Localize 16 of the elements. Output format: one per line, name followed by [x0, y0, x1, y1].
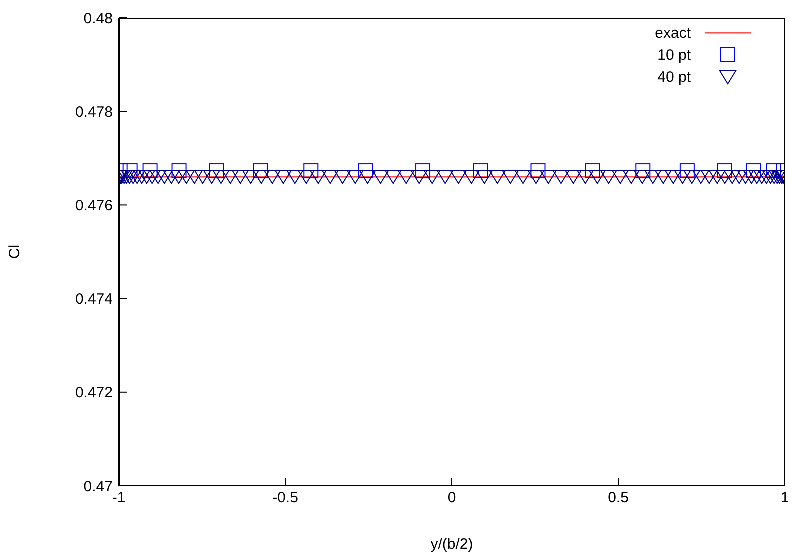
- y-axis-title: Cl: [6, 244, 24, 260]
- y-tick-label: 0.472: [75, 384, 113, 402]
- legend-label: exact: [655, 24, 691, 42]
- x-tick-label: 0.5: [608, 490, 629, 507]
- x-tick-label: 1: [780, 490, 790, 507]
- x-tick-label: -0.5: [272, 490, 298, 507]
- y-tick-label: 0.476: [75, 198, 113, 215]
- y-tick-label: 0.478: [75, 104, 113, 121]
- y-tick-label: 0.47: [84, 478, 113, 496]
- y-tick-label: 0.474: [75, 291, 113, 308]
- y-tick-label: 0.48: [84, 10, 113, 28]
- x-tick-label: -1: [112, 490, 126, 507]
- x-axis-title: y/(b/2): [430, 536, 474, 553]
- legend-label: 40 pt: [658, 68, 691, 86]
- x-tick-label: 0: [448, 490, 456, 507]
- legend-label: 10 pt: [658, 46, 691, 64]
